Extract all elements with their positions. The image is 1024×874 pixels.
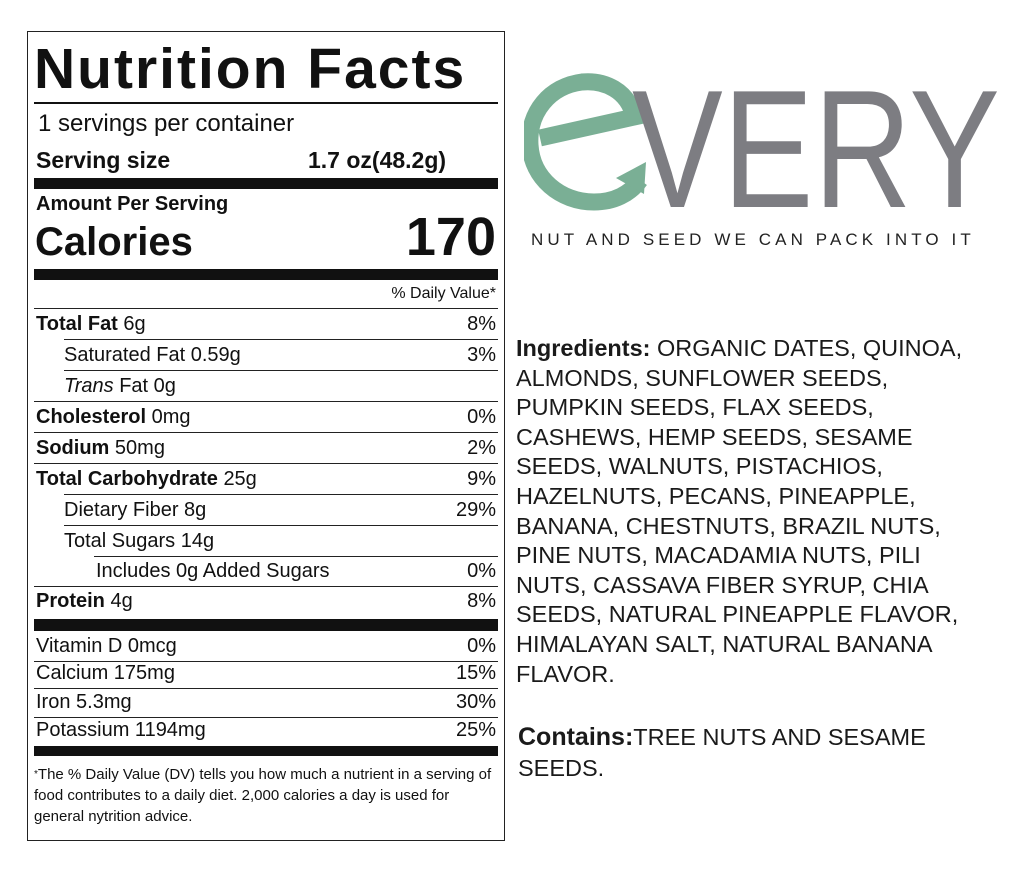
footnote-star: *	[34, 769, 38, 780]
every-logo-icon: VERY	[521, 55, 1000, 243]
nutrient-dv: 0%	[467, 406, 496, 428]
nutrition-facts-label: Nutrition Facts 1 servings per container…	[27, 31, 505, 841]
nutrient-amount: 14g	[180, 530, 215, 552]
servings-per-container: 1 servings per container	[38, 110, 295, 137]
nutrient-amount: 0mg	[151, 406, 191, 428]
nutrient-amount: 8g	[184, 499, 207, 521]
contains-label: Contains:	[518, 723, 634, 751]
ingredients-label: Ingredients:	[516, 335, 651, 361]
serving-size-value: 1.7 oz(48.2g)	[308, 147, 447, 173]
nutrient-name: Trans	[64, 375, 114, 397]
footnote-text: The % Daily Value (DV) tells you how muc…	[34, 766, 492, 825]
vitamin-name: Calcium 175mg	[36, 662, 175, 684]
vitamin-dv: 25%	[455, 719, 496, 741]
label-title: Nutrition Facts	[34, 37, 467, 101]
vitamin-name: Vitamin D 0mcg	[36, 635, 177, 657]
daily-value-header: % Daily Value*	[391, 285, 496, 302]
vitamin-row: Calcium 175mg 15%	[34, 660, 498, 689]
nutrient-dv: 0%	[467, 560, 496, 582]
nutrient-row: Saturated Fat 0.59g 3%	[34, 340, 498, 371]
ingredients: Ingredients: ORGANIC DATES, QUINOA, ALMO…	[516, 334, 996, 689]
divider-thick	[34, 269, 498, 280]
nutrient-amount: 25g	[223, 468, 257, 490]
amount-per-serving: Amount Per Serving	[36, 193, 229, 215]
nutrient-name: Saturated Fat	[64, 344, 186, 366]
nutrient-name: Cholesterol	[36, 406, 147, 428]
nutrient-row: Protein 4g 8%	[34, 586, 498, 617]
nutrient-dv: 8%	[467, 313, 496, 335]
brand-tagline: NUT AND SEED WE CAN PACK INTO IT	[531, 230, 975, 249]
nutrient-dv: 3%	[467, 344, 496, 366]
nutrient-dv: 8%	[467, 590, 496, 612]
vitamin-dv: 0%	[467, 635, 496, 657]
calories-value: 170	[405, 207, 496, 267]
contains-text: TREE NUTS AND SESAME SEEDS.	[518, 724, 926, 781]
divider	[34, 307, 498, 309]
nutrient-amount: 6g	[123, 313, 146, 335]
nutrient-name: Sodium	[36, 437, 110, 459]
divider-thick	[34, 619, 498, 631]
nutrient-name-suffix: Fat	[119, 375, 149, 397]
nutrient-row: Total Sugars 14g	[34, 526, 498, 557]
nutrient-row: Total Fat 6g 8%	[34, 309, 498, 340]
nutrient-dv: 2%	[467, 437, 496, 459]
nutrient-row: Trans Fat 0g	[34, 371, 498, 402]
nutrient-amount: 0.59g	[190, 344, 241, 366]
vitamin-dv: 15%	[455, 662, 496, 684]
divider-thick	[34, 178, 498, 189]
nutrient-name: Total Fat	[36, 313, 118, 335]
vitamin-row: Iron 5.3mg 30%	[34, 689, 498, 718]
nutrient-row: Sodium 50mg 2%	[34, 433, 498, 464]
nutrient-row: Total Carbohydrate 25g 9%	[34, 464, 498, 495]
nutrient-dv: 29%	[455, 499, 496, 521]
nutrient-row: Dietary Fiber 8g 29%	[34, 495, 498, 526]
allergen-statement: Contains:TREE NUTS AND SESAME SEEDS.	[518, 722, 988, 784]
nutrient-row: Cholesterol 0mg 0%	[34, 402, 498, 433]
nutrient-name: Total Sugars	[64, 530, 176, 552]
nutrient-amount: 4g	[110, 590, 133, 612]
divider-thick	[34, 746, 498, 756]
vitamin-row: Potassium 1194mg 25%	[34, 717, 498, 746]
nutrient-name: Dietary Fiber	[64, 499, 179, 521]
vitamin-name: Potassium 1194mg	[36, 719, 206, 741]
divider	[34, 102, 498, 104]
nutrient-name: Includes 0g Added Sugars	[96, 560, 330, 582]
nutrient-name: Total Carbohydrate	[36, 468, 218, 490]
footnote: *The % Daily Value (DV) tells you how mu…	[34, 764, 494, 827]
ingredients-text: ORGANIC DATES, QUINOA, ALMONDS, SUNFLOWE…	[516, 335, 963, 687]
nutrient-name: Protein	[36, 590, 105, 612]
nutrient-dv: 9%	[467, 468, 496, 490]
brand-logo: VERY	[521, 55, 1004, 243]
vitamin-name: Iron 5.3mg	[36, 691, 132, 713]
nutrient-amount: 50mg	[114, 437, 165, 459]
nutrient-row: Includes 0g Added Sugars 0%	[34, 556, 498, 587]
nutrient-amount: 0g	[153, 375, 176, 397]
serving-size-label: Serving size	[36, 147, 171, 173]
vitamin-row: Vitamin D 0mcg 0%	[34, 631, 498, 662]
calories-label: Calories	[35, 220, 193, 264]
vitamin-dv: 30%	[455, 691, 496, 713]
logo-wordmark: VERY	[632, 70, 1000, 215]
